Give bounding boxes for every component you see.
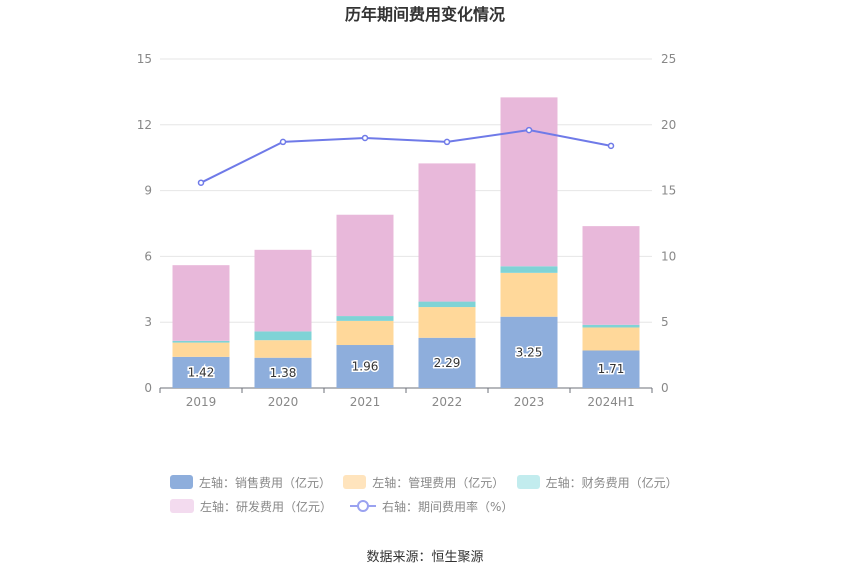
bar-segment-1 [582, 327, 640, 351]
legend-swatch-admin [343, 475, 367, 489]
bar-segment-3 [582, 226, 640, 325]
legend-swatch-finance [516, 475, 540, 489]
bar-segment-1 [336, 320, 394, 346]
bar-segment-3 [500, 97, 558, 267]
x-tick-label: 2023 [514, 395, 545, 409]
expense-ratio-point [361, 134, 369, 142]
bar-segment-3 [336, 214, 394, 317]
legend-item-admin[interactable]: 左轴：管理费用（亿元） [343, 474, 505, 491]
legend-label-sales: 左轴：销售费用（亿元） [198, 475, 331, 490]
y-left-tick-label: 3 [144, 315, 152, 329]
x-tick-label: 2021 [350, 395, 381, 409]
bar-segment-1 [254, 340, 312, 358]
legend-swatch-sales [170, 475, 193, 489]
bar-segment-2 [582, 324, 640, 328]
legend-label-rnd: 左轴：研发费用（亿元） [200, 499, 333, 514]
bar-segment-0 [254, 357, 312, 388]
y-left-tick-label: 9 [144, 184, 152, 198]
bar-segment-0 [172, 356, 230, 388]
bar-segment-2 [254, 331, 312, 341]
x-tick-label: 2022 [432, 395, 463, 409]
expense-ratio-point [279, 138, 287, 146]
legend-label-expense-ratio: 右轴：期间费用率（%） [382, 499, 514, 514]
data-label: 3.25 [516, 345, 543, 359]
y-left-tick-label: 0 [144, 381, 152, 395]
y-right-tick-label: 0 [661, 381, 669, 395]
y-right-tick-label: 25 [661, 52, 676, 66]
bar-segment-1 [418, 307, 476, 338]
legend-line-icon [350, 500, 377, 512]
y-right-tick-label: 5 [661, 315, 669, 329]
data-label: 2.29 [434, 356, 461, 370]
data-label: 1.71 [598, 362, 625, 376]
bar-segment-2 [336, 316, 394, 321]
legend-label-admin: 左轴：管理费用（亿元） [372, 475, 505, 490]
data-label: 1.96 [352, 360, 379, 374]
data-label: 1.38 [270, 366, 297, 380]
expense-ratio-point [443, 138, 451, 146]
bar-segment-3 [418, 163, 476, 302]
source-note: 数据来源：恒生聚源 [366, 550, 484, 565]
y-left-tick-label: 12 [137, 118, 152, 132]
bar-segment-1 [500, 272, 558, 317]
x-tick-label: 2019 [186, 395, 217, 409]
legend-item-expense-ratio[interactable]: 右轴：期间费用率（%） [350, 498, 513, 515]
x-tick-label: 2020 [268, 395, 299, 409]
bar-segment-2 [500, 266, 558, 273]
legend-label-finance: 左轴：财务费用（亿元） [545, 475, 678, 490]
bar-segment-0 [418, 337, 476, 388]
bar-segment-0 [582, 350, 640, 388]
y-left-tick-label: 15 [137, 52, 152, 66]
y-right-tick-label: 10 [661, 249, 676, 263]
bar-segment-3 [254, 249, 312, 332]
data-label: 1.42 [188, 365, 215, 379]
bar-segment-0 [500, 316, 558, 388]
bar-segment-3 [172, 265, 230, 341]
x-tick-label: 2024H1 [587, 395, 634, 409]
bar-segment-1 [172, 342, 230, 357]
expense-ratio-point [525, 126, 533, 134]
legend-item-sales[interactable]: 左轴：销售费用（亿元） [170, 474, 331, 491]
chart-canvas: 历年期间费用变化情况 0 3 6 9 12 15 0 5 10 15 20 25 2019 2020 2021… [137, 5, 677, 409]
legend-item-finance[interactable]: 左轴：财务费用（亿元） [516, 474, 678, 491]
bar-segment-0 [336, 345, 394, 388]
y-right-tick-label: 20 [661, 118, 676, 132]
expense-ratio-line [200, 129, 612, 184]
legend-swatch-rnd [170, 499, 194, 513]
y-right-tick-label: 15 [661, 184, 676, 198]
bar-segment-2 [418, 301, 476, 308]
expense-ratio-point [197, 179, 205, 186]
legend-item-rnd[interactable]: 左轴：研发费用（亿元） [170, 498, 332, 515]
bar-segment-2 [172, 340, 230, 343]
expense-ratio-point [607, 142, 615, 150]
chart-title: 历年期间费用变化情况 [345, 5, 505, 24]
y-left-tick-label: 6 [144, 249, 152, 263]
legend: 左轴：销售费用（亿元） 左轴：管理费用（亿元） 左轴：财务费用（亿元） 左轴：研… [170, 470, 690, 518]
